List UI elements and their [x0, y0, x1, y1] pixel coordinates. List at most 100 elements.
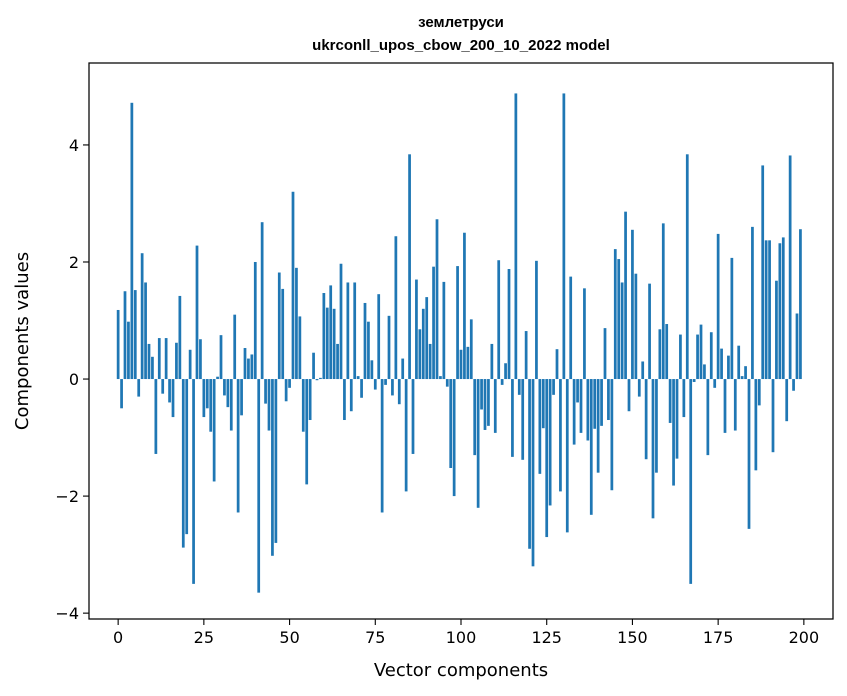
bar [301, 379, 305, 432]
bar [411, 379, 415, 454]
bar [295, 267, 298, 380]
y-tick-label: −4 [55, 604, 79, 623]
bar [253, 261, 257, 380]
bar [469, 319, 473, 380]
bar [600, 379, 603, 426]
bar [277, 272, 281, 380]
bar [219, 335, 223, 380]
bar [641, 361, 645, 380]
bar [559, 379, 562, 492]
bar [761, 165, 765, 380]
bar [195, 245, 199, 380]
bar [133, 290, 137, 380]
y-tick-label: 2 [69, 253, 79, 272]
bar [226, 379, 230, 408]
bar [535, 260, 538, 380]
bar [620, 282, 624, 380]
bar [415, 279, 418, 380]
bar [168, 379, 171, 403]
bar [788, 155, 792, 380]
bar [493, 379, 497, 433]
bar [541, 379, 545, 429]
bar [144, 282, 147, 380]
bar [679, 334, 682, 380]
bar [497, 260, 501, 380]
bar [445, 379, 449, 387]
bar [511, 379, 514, 457]
chart-title-line-1: землетруси [418, 14, 504, 31]
bar [737, 345, 741, 380]
bar [521, 379, 525, 460]
bar [593, 379, 597, 429]
x-tick-label: 25 [194, 628, 214, 647]
bar [476, 379, 480, 508]
chart-title-line-2: ukrconll_upos_cbow_200_10_2022 model [312, 37, 610, 54]
bar [435, 219, 439, 380]
bar [188, 349, 192, 380]
bar [322, 293, 326, 380]
bar [264, 379, 267, 404]
bar [452, 379, 456, 497]
bar [233, 314, 237, 380]
bar [579, 379, 583, 433]
bar [223, 379, 226, 396]
x-axis-ticks: 0 25 50 75 100 125 150 175 200 [113, 619, 819, 647]
bar [778, 243, 782, 380]
bar [312, 352, 315, 380]
bar-series [116, 93, 802, 593]
bar [425, 297, 429, 380]
bar [408, 154, 411, 380]
bar [473, 379, 477, 456]
bar [716, 233, 720, 380]
bar [696, 334, 699, 380]
x-tick-label: 150 [617, 628, 648, 647]
x-tick-label: 175 [703, 628, 734, 647]
bar [754, 379, 758, 471]
bar [428, 343, 432, 380]
bar [675, 379, 679, 459]
bar [339, 263, 343, 380]
bar [459, 349, 463, 380]
bar [792, 379, 795, 391]
bar [480, 379, 483, 410]
bar [692, 379, 696, 382]
bar [192, 379, 195, 584]
bar [274, 379, 278, 543]
y-tick-label: 4 [69, 136, 79, 155]
bar [336, 343, 339, 380]
bar [137, 379, 141, 397]
bar [216, 376, 219, 380]
bar [531, 379, 535, 567]
bar [456, 266, 459, 380]
bar [332, 308, 336, 380]
bar [442, 281, 446, 380]
bar [607, 379, 610, 421]
bar [644, 379, 648, 460]
bar [394, 236, 398, 380]
bar [463, 232, 466, 380]
bar [449, 379, 453, 468]
bar [617, 259, 621, 380]
x-tick-label: 100 [446, 628, 477, 647]
bar [271, 379, 274, 556]
bar [631, 229, 634, 380]
bar [404, 379, 408, 492]
bar [151, 356, 154, 380]
bar [373, 379, 377, 390]
bar [733, 379, 737, 431]
bar [651, 379, 655, 519]
x-tick-label: 50 [279, 628, 299, 647]
y-tick-label: 0 [69, 370, 79, 389]
x-axis-label: Vector components [374, 660, 548, 681]
bar [175, 342, 178, 380]
bar [247, 358, 250, 380]
bar [517, 379, 521, 395]
bar [154, 379, 158, 454]
bar [421, 308, 425, 380]
bar [682, 379, 686, 418]
bar [130, 102, 134, 380]
bar [572, 379, 576, 445]
bar [668, 379, 672, 423]
bar [483, 379, 487, 430]
